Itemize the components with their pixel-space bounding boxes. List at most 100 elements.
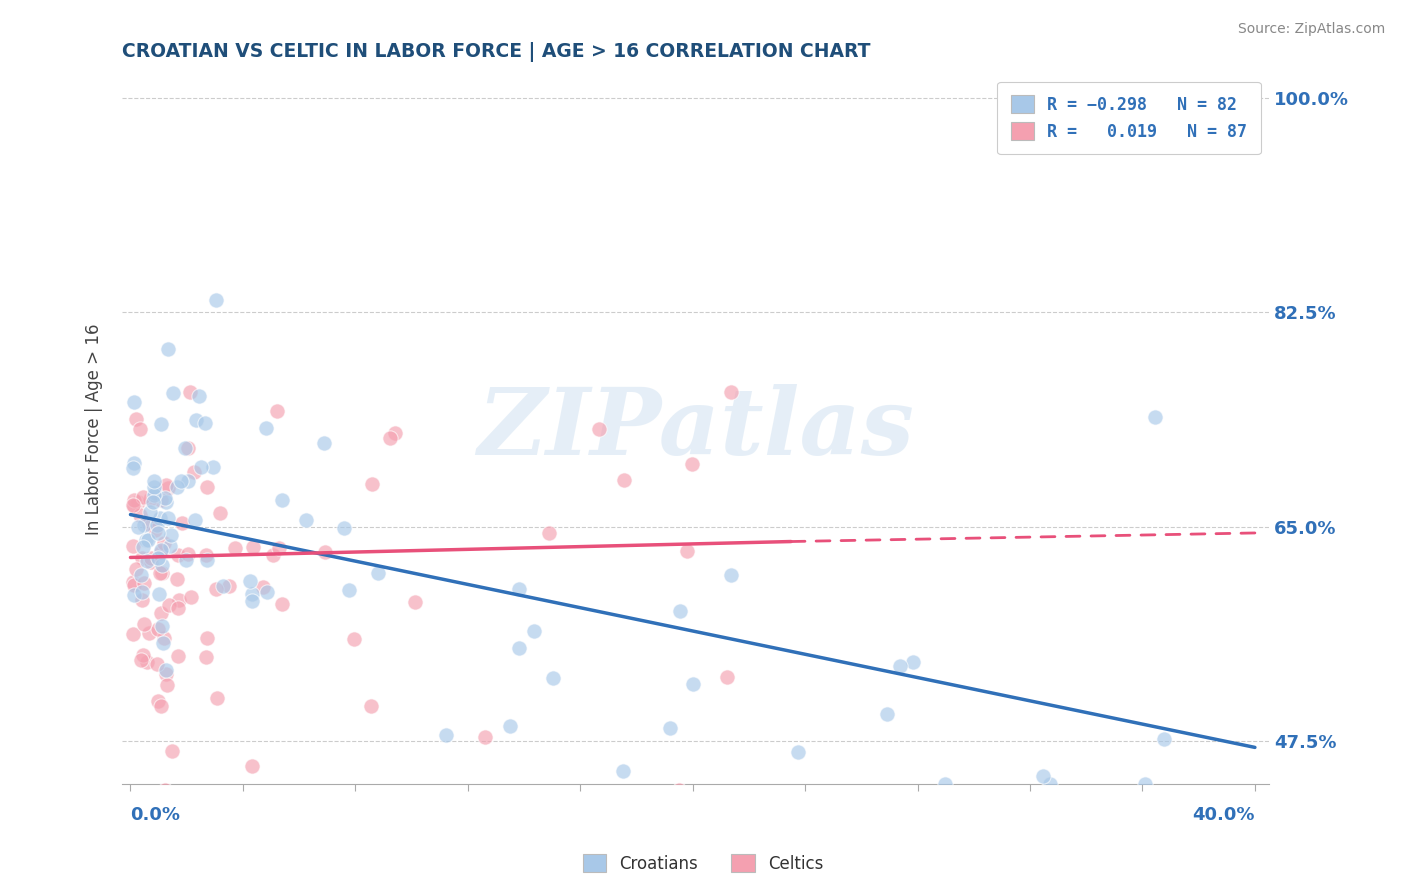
Point bbox=[122, 588, 145, 602]
Point bbox=[384, 425, 406, 440]
Point bbox=[889, 658, 911, 673]
Point bbox=[162, 744, 184, 758]
Point bbox=[142, 480, 165, 494]
Point bbox=[146, 525, 169, 540]
Point bbox=[149, 566, 172, 580]
Point bbox=[378, 431, 401, 445]
Point bbox=[876, 707, 898, 722]
Point bbox=[682, 677, 704, 691]
Point bbox=[588, 422, 610, 436]
Point bbox=[541, 671, 564, 685]
Point bbox=[157, 481, 180, 495]
Point bbox=[150, 545, 173, 559]
Point bbox=[134, 576, 156, 591]
Point bbox=[155, 478, 177, 492]
Point bbox=[152, 636, 174, 650]
Point bbox=[129, 422, 152, 436]
Point bbox=[122, 627, 145, 641]
Point bbox=[266, 404, 288, 418]
Point bbox=[143, 524, 166, 538]
Point bbox=[142, 474, 165, 488]
Point bbox=[205, 582, 228, 596]
Point bbox=[148, 587, 170, 601]
Point bbox=[1143, 409, 1166, 424]
Point bbox=[239, 574, 262, 588]
Point bbox=[125, 412, 148, 426]
Point bbox=[187, 389, 209, 403]
Point bbox=[127, 495, 149, 509]
Point bbox=[146, 517, 169, 532]
Point bbox=[668, 604, 690, 618]
Point bbox=[135, 533, 157, 547]
Point bbox=[254, 421, 277, 435]
Point bbox=[195, 480, 218, 494]
Point bbox=[146, 622, 169, 636]
Point bbox=[205, 293, 228, 307]
Point bbox=[786, 745, 808, 759]
Point bbox=[166, 548, 188, 562]
Point bbox=[262, 548, 284, 562]
Point bbox=[179, 384, 201, 399]
Point bbox=[659, 721, 682, 735]
Point bbox=[180, 591, 202, 605]
Point bbox=[149, 492, 172, 507]
Point bbox=[1133, 777, 1156, 791]
Point bbox=[131, 593, 153, 607]
Point bbox=[162, 386, 184, 401]
Point bbox=[153, 491, 176, 506]
Point bbox=[156, 511, 179, 525]
Point bbox=[343, 632, 366, 646]
Point bbox=[139, 491, 162, 506]
Point bbox=[148, 550, 170, 565]
Point bbox=[129, 653, 152, 667]
Point bbox=[138, 505, 160, 519]
Point bbox=[508, 640, 530, 655]
Point bbox=[404, 595, 426, 609]
Point bbox=[166, 480, 188, 494]
Point bbox=[242, 540, 264, 554]
Point bbox=[240, 594, 263, 608]
Point bbox=[135, 554, 157, 568]
Point bbox=[155, 666, 177, 681]
Point bbox=[224, 541, 246, 555]
Point bbox=[138, 625, 160, 640]
Point bbox=[141, 555, 163, 569]
Point bbox=[1032, 769, 1054, 783]
Point bbox=[195, 649, 218, 664]
Point bbox=[184, 413, 207, 427]
Point bbox=[122, 575, 145, 590]
Point bbox=[149, 417, 172, 431]
Point bbox=[312, 436, 335, 450]
Point bbox=[122, 461, 145, 475]
Point bbox=[150, 543, 173, 558]
Point bbox=[183, 465, 205, 479]
Point bbox=[190, 459, 212, 474]
Point bbox=[125, 562, 148, 576]
Point bbox=[177, 441, 200, 455]
Point bbox=[177, 474, 200, 488]
Point bbox=[209, 506, 232, 520]
Point bbox=[143, 488, 166, 502]
Point bbox=[195, 631, 218, 645]
Point bbox=[474, 731, 496, 745]
Point bbox=[153, 536, 176, 550]
Point bbox=[132, 490, 155, 504]
Point bbox=[360, 476, 382, 491]
Point bbox=[240, 587, 263, 601]
Point bbox=[146, 657, 169, 671]
Legend: Croatians, Celtics: Croatians, Celtics bbox=[576, 847, 830, 880]
Point bbox=[122, 456, 145, 470]
Point bbox=[122, 492, 145, 507]
Point bbox=[155, 663, 177, 677]
Point bbox=[1038, 777, 1060, 791]
Point bbox=[240, 759, 263, 773]
Point bbox=[184, 513, 207, 527]
Point bbox=[138, 516, 160, 531]
Point bbox=[367, 566, 389, 581]
Point bbox=[172, 516, 194, 530]
Point bbox=[150, 607, 173, 621]
Point bbox=[901, 656, 924, 670]
Point bbox=[1153, 731, 1175, 746]
Point bbox=[194, 548, 217, 562]
Point bbox=[269, 541, 291, 555]
